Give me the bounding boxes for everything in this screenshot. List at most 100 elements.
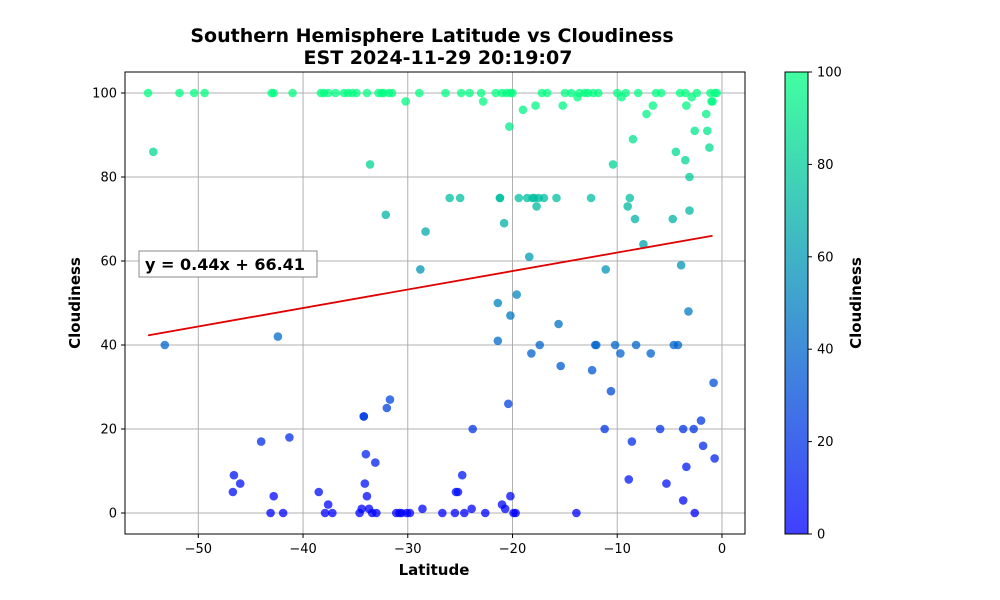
scatter-point: [189, 88, 199, 98]
scatter-point: [682, 462, 691, 472]
scatter-point: [499, 218, 509, 228]
scatter-point: [331, 88, 340, 98]
y-tick-label: 100: [92, 87, 117, 102]
scatter-point: [320, 508, 330, 518]
scatter-point: [385, 395, 395, 404]
scatter-point: [630, 214, 640, 224]
regression-line-group: [147, 234, 713, 337]
scatter-point: [558, 101, 568, 110]
scatter-point: [701, 109, 711, 119]
scatter-point: [539, 193, 549, 203]
scatter-point: [228, 487, 238, 497]
scatter-point: [668, 214, 678, 224]
scatter-point: [616, 349, 625, 358]
colorbar-ticks: 0 20 40 60 80 100: [808, 66, 842, 543]
scatter-point: [365, 160, 375, 169]
scatter-point: [625, 193, 635, 203]
scatter-point: [586, 193, 596, 203]
scatter-point: [480, 508, 490, 518]
scatter-point: [200, 88, 209, 98]
scatter-point: [256, 437, 266, 446]
scatter-point: [621, 88, 630, 98]
scatter-point: [678, 496, 688, 505]
scatter-point: [456, 88, 466, 98]
plot-frame: [124, 71, 746, 535]
x-tick-label: −20: [499, 542, 526, 557]
scatter-point: [328, 508, 337, 518]
scatter-point: [441, 88, 450, 98]
scatter-point: [362, 491, 372, 501]
scatter-point: [506, 491, 515, 501]
scatter-point: [493, 298, 503, 308]
scatter-point: [689, 424, 698, 434]
scatter-point: [457, 470, 467, 480]
scatter-point: [468, 424, 478, 434]
scatter-point: [682, 101, 691, 110]
y-axis-label: Cloudiness: [66, 257, 84, 349]
scatter-point: [705, 143, 714, 152]
scatter-point: [269, 491, 279, 501]
scatter-point: [698, 441, 708, 451]
scatter-point: [450, 508, 460, 518]
scatter-point: [467, 504, 476, 514]
scatter-point: [511, 508, 520, 518]
scatter-point: [633, 88, 643, 98]
scatter-point: [554, 319, 563, 329]
scatter-point: [639, 239, 648, 249]
x-tick-label: −10: [604, 542, 631, 557]
scatter-point: [627, 437, 637, 446]
scatter-point: [610, 340, 620, 350]
scatter-point: [323, 88, 333, 98]
scatter-point: [143, 88, 153, 98]
scatter-point: [438, 508, 447, 518]
scatter-point: [676, 260, 686, 270]
scatter-point: [623, 202, 633, 211]
scatter-point: [160, 340, 170, 350]
colorbar: [784, 71, 809, 535]
scatter-point: [421, 227, 430, 236]
scatter-point: [362, 88, 372, 98]
scatter-point: [455, 193, 465, 203]
scatter-point: [382, 403, 392, 413]
scatter-point: [587, 365, 597, 375]
scatter-point: [606, 386, 616, 396]
scatter-point: [681, 155, 690, 165]
scatter-point: [175, 88, 184, 98]
colorbar-tick-label: 80: [817, 158, 834, 173]
x-tick-label: −50: [185, 542, 212, 557]
scatter-point: [696, 416, 706, 425]
x-axis-label: Latitude: [399, 561, 470, 579]
y-tick-label: 40: [100, 339, 117, 354]
scatter-point: [608, 160, 618, 169]
scatter-point: [690, 508, 700, 518]
scatter-point: [648, 101, 658, 110]
scatter-point: [656, 88, 666, 98]
scatter-point: [566, 88, 576, 98]
scatter-point: [591, 340, 601, 350]
scatter-point: [414, 88, 424, 98]
scatter-point: [235, 479, 245, 488]
x-tick-label: −40: [289, 542, 316, 557]
scatter-point: [445, 193, 454, 203]
y-tick-label: 20: [100, 423, 117, 438]
scatter-point: [285, 433, 294, 442]
scatter-point: [323, 500, 333, 509]
scatter-point: [710, 454, 719, 463]
scatter-point: [266, 508, 275, 518]
colorbar-tick-label: 60: [817, 250, 834, 265]
chart-subtitle: EST 2024-11-29 20:19:07: [304, 47, 573, 69]
colorbar-label: Cloudiness: [847, 257, 865, 349]
scatter-point: [518, 105, 528, 115]
scatter-point: [642, 109, 651, 119]
scatter-point: [512, 290, 521, 299]
scatter-point: [594, 88, 603, 98]
scatter-point: [524, 252, 534, 262]
scatter-point: [560, 88, 570, 98]
scatter-point: [708, 97, 717, 106]
scatter-point: [453, 487, 463, 497]
scatter-point: [478, 97, 488, 106]
scatter-point: [360, 479, 370, 488]
scatter-point: [514, 193, 524, 203]
y-tick-label: 60: [100, 255, 117, 270]
